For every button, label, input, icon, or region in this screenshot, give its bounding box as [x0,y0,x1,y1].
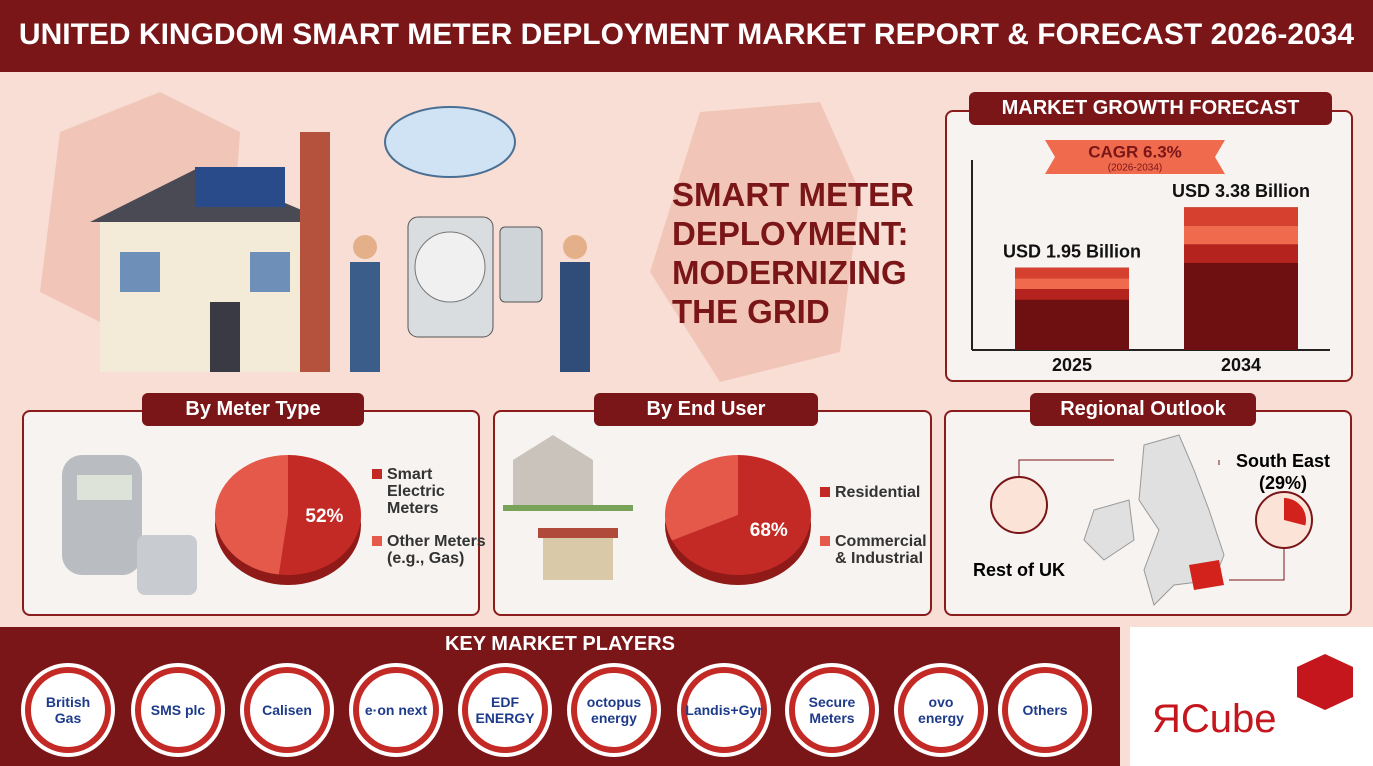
brand-cube [1297,654,1353,710]
bar-band [1184,244,1298,263]
regional-map [990,434,1313,606]
bar-band [1015,278,1129,290]
legend-entry: Smart Electric Meters [372,466,487,517]
legend-swatch [820,487,830,497]
legend-label: Other Meters (e.g., Gas) [387,533,486,567]
bar-band [1015,267,1129,279]
brand-logo: ЯCube [1152,697,1277,741]
player-logo: EDF ENERGY [462,667,548,753]
region-highlight: South East (29%) [1228,450,1338,494]
value-label: USD 1.95 Billion [1003,241,1141,261]
legend-swatch [820,536,830,546]
pie-slice [214,455,288,575]
value-label: 68% [750,520,788,541]
legend-swatch [372,536,382,546]
player-logo: Secure Meters [789,667,875,753]
pie-chart: 52% [62,455,361,595]
player-logo: Landis+Gyr [681,667,767,753]
headline-line: SMART METER [672,176,914,213]
player-logo: octopus energy [571,667,657,753]
hero-illustration [40,92,860,382]
region-label: Rest of UK [972,560,1065,580]
legend-label: Smart Electric Meters [387,466,445,517]
bar-band [1184,207,1298,226]
player-logo: e·on next [353,667,439,753]
player-logo: ovo energy [898,667,984,753]
bar-chart: CAGR 6.3% (2026-2034) USD 1.95 Billion 2025… [971,140,1330,375]
region-label: South East [1235,451,1330,471]
pie-slice [671,455,811,575]
panel-title: MARKET GROWTH FORECAST [969,92,1332,125]
legend-entry: Other Meters (e.g., Gas) [372,533,487,567]
player-logo: SMS plc [135,667,221,753]
value-label: USD 3.38 Billion [1172,181,1310,201]
pie-chart: 68% [503,435,811,585]
player-logo: British Gas [25,667,111,753]
x-tick-label: 2034 [1221,355,1261,375]
region-share: (29%) [1258,473,1307,493]
headline: SMART METER DEPLOYMENT: MODERNIZING THE … [672,175,914,331]
x-tick-label: 2025 [1052,355,1092,375]
legend-entry: Residential [820,484,935,501]
players-title: KEY MARKET PLAYERS [444,633,676,655]
header-bar: UNITED KINGDOM SMART METER DEPLOYMENT MA… [0,0,1373,72]
value-label: 52% [305,506,343,527]
cagr-ribbon [1045,140,1225,174]
pie-slice [278,455,361,575]
share-arc [1284,498,1306,526]
cagr-note: (2026-2034) [1108,163,1162,174]
legend-label: Commercial & Industrial [835,533,927,567]
legend-entry: Commercial & Industrial [820,533,935,567]
pie-slice [665,455,738,541]
legend-label: Residential [835,484,921,501]
legend-swatch [372,469,382,479]
player-logo: Calisen [244,667,330,753]
panel-title: Regional Outlook [1030,393,1256,426]
cagr: CAGR 6.3% [1088,142,1182,161]
panel-title: By End User [594,393,818,426]
bar-band [1184,225,1298,245]
player-logo: Others [1002,667,1088,753]
title: UNITED KINGDOM SMART METER DEPLOYMENT MA… [18,18,1355,51]
headline-line: MODERNIZING [672,254,907,291]
brand-area: ЯCube [1130,627,1373,766]
panel-title: By Meter Type [142,393,364,426]
bar-band [1015,289,1129,300]
headline-line: DEPLOYMENT: [672,215,909,252]
headline-line: THE GRID [672,293,830,330]
